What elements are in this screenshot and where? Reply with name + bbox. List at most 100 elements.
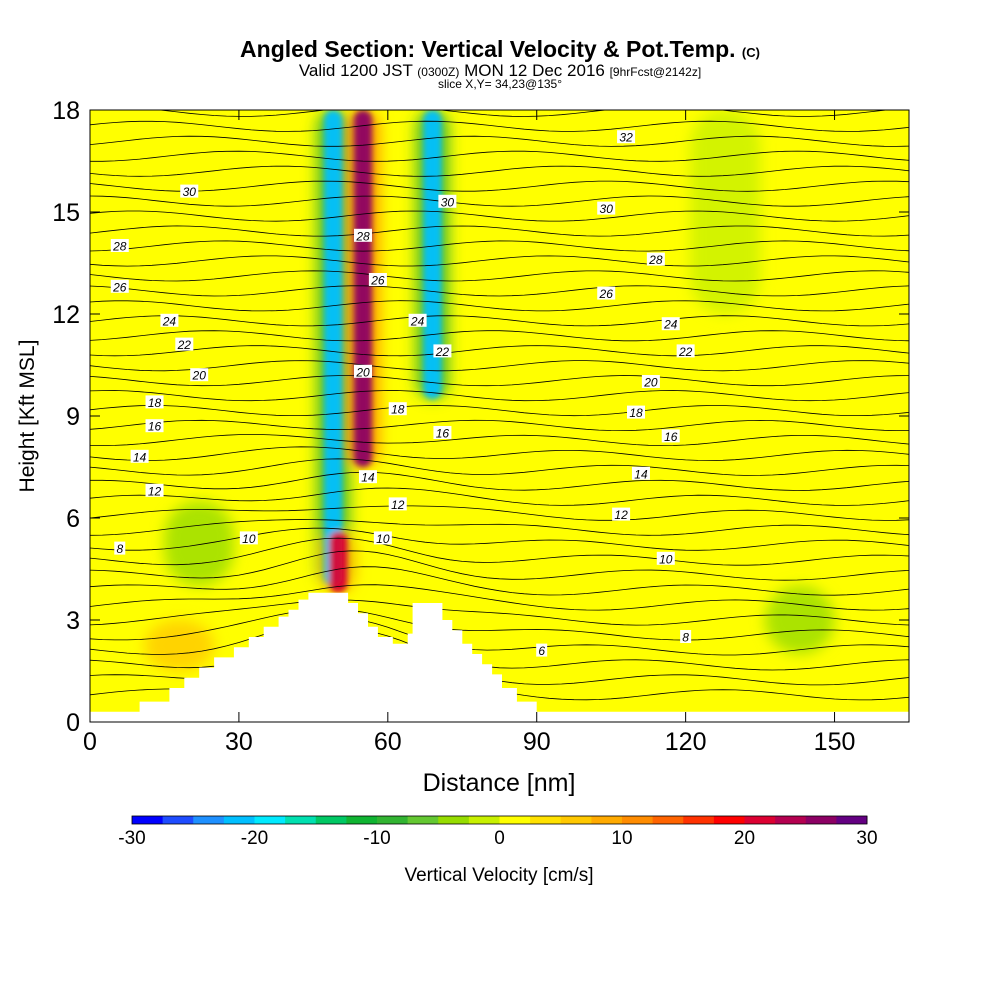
isentrope-lines — [90, 110, 909, 701]
contour-label-bg — [612, 507, 631, 521]
isentrope-line — [90, 584, 909, 611]
contour-label: 26 — [112, 280, 127, 294]
contour-label-bg — [656, 551, 675, 565]
velocity-feature — [764, 586, 835, 654]
isentrope-line — [90, 405, 909, 417]
colorbar-swatch — [468, 816, 500, 824]
colorbar-swatch — [591, 816, 623, 824]
contour-label-bg — [676, 344, 695, 358]
contour-label: 18 — [148, 396, 162, 410]
isentrope-line — [90, 330, 909, 342]
colorbar-swatch — [407, 816, 439, 824]
velocity-feature-core — [324, 110, 343, 586]
contour-label: 14 — [133, 450, 147, 464]
slice-label: slice X,Y= 34,23@135° — [437, 77, 563, 91]
contour-label-bg — [438, 194, 457, 208]
contour-label-bg — [627, 405, 645, 419]
contour-label-bg — [617, 130, 636, 144]
contour-label-bg — [536, 643, 548, 657]
contour-label-bg — [358, 470, 377, 484]
isentrope-line — [90, 375, 909, 387]
contour-label: 24 — [410, 314, 425, 328]
isentrope-line — [156, 110, 890, 117]
contour-label-bg — [597, 286, 616, 300]
colorbar-label: Vertical Velocity [cm/s] — [404, 865, 593, 886]
colorbar-tick-label: -10 — [363, 828, 390, 849]
contour-label: 18 — [629, 406, 643, 420]
isentrope-line — [90, 419, 909, 432]
colorbar-swatch — [132, 816, 164, 824]
contour-label: 6 — [538, 644, 545, 658]
x-axis-label: Distance [nm] — [423, 769, 576, 797]
colorbar-tick-label: 10 — [611, 828, 632, 849]
contour-label-bg — [110, 279, 129, 293]
x-tick-label: 90 — [523, 728, 551, 756]
isentrope-line — [90, 550, 909, 581]
contour-label: 30 — [600, 202, 614, 216]
isentrope-line — [90, 150, 909, 162]
contour-label-bg — [145, 419, 164, 433]
isentrope-line — [90, 566, 909, 596]
contour-label-bg — [433, 426, 452, 439]
isentrope-line — [90, 446, 909, 461]
contour-label: 22 — [177, 338, 192, 352]
isentrope-line — [90, 458, 909, 476]
isentrope-line — [90, 210, 909, 222]
contour-label: 26 — [370, 274, 385, 288]
y-tick-label: 3 — [66, 607, 80, 635]
contour-label-bg — [597, 201, 616, 215]
colorbar-swatch — [162, 816, 194, 824]
contour-label-bg — [433, 344, 452, 358]
contour-label-bg — [368, 273, 387, 286]
contour-label: 18 — [391, 403, 405, 417]
colorbar-tick-label: -20 — [241, 828, 268, 849]
isentrope-line — [90, 487, 909, 506]
y-tick-label: 12 — [52, 301, 80, 329]
contour-label-bg — [388, 402, 407, 416]
colorbar-swatch — [560, 816, 592, 824]
chart-subtitle: Valid 1200 JST (0300Z) MON 12 Dec 2016 [… — [298, 61, 702, 80]
isentrope-line — [90, 345, 909, 357]
colorbar-tick-label: 20 — [734, 828, 755, 849]
contour-label: 20 — [643, 376, 658, 390]
contour-label: 32 — [619, 131, 633, 145]
velocity-feature-core — [329, 531, 348, 593]
colorbar-swatch — [683, 816, 715, 824]
colorbar-swatch — [530, 816, 562, 824]
contour-label: 20 — [355, 365, 370, 379]
isentrope-line — [90, 617, 909, 656]
colorbar-swatch — [805, 816, 837, 824]
contour-label: 20 — [192, 369, 207, 383]
contour-label-bg — [661, 317, 680, 331]
contour-label-bg — [114, 541, 126, 555]
colorbar-tick-label: 0 — [494, 828, 505, 849]
isentrope-line — [90, 434, 909, 447]
y-tick-label: 0 — [66, 709, 80, 737]
colorbar-swatch — [254, 816, 286, 824]
contour-label: 16 — [664, 430, 678, 444]
contour-label-bg — [180, 184, 199, 198]
isentrope-line — [90, 300, 909, 312]
colorbar-swatch — [346, 816, 378, 824]
contour-label: 8 — [682, 631, 689, 645]
colorbar-tick-label: -30 — [118, 828, 145, 849]
contour-label: 10 — [376, 532, 390, 546]
contour-label: 24 — [663, 318, 678, 332]
isentrope-line — [90, 519, 909, 536]
isentrope-line — [90, 240, 909, 252]
isentrope-line — [90, 225, 909, 237]
isentrope-line — [90, 315, 909, 327]
chart-title: Angled Section: Vertical Velocity & Pot.… — [240, 36, 760, 62]
contour-label: 14 — [361, 471, 375, 485]
contour-label: 10 — [242, 532, 256, 546]
x-tick-label: 60 — [374, 728, 402, 756]
x-tick-label: 30 — [225, 728, 253, 756]
velocity-feature — [144, 620, 215, 671]
contour-label: 12 — [614, 508, 628, 522]
isentrope-line — [90, 285, 909, 297]
velocity-feature-core — [423, 110, 442, 399]
isentrope-line — [90, 135, 909, 147]
